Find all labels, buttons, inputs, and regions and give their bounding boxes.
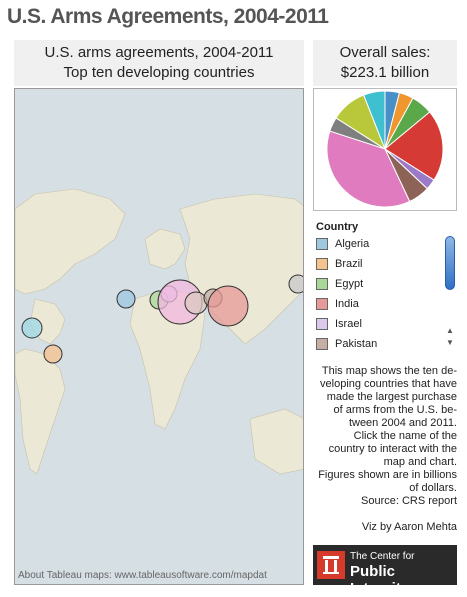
- legend-swatch: [316, 318, 328, 330]
- description-text: This map shows the ten de-veloping count…: [313, 365, 457, 508]
- legend-item-algeria[interactable]: Algeria: [316, 234, 460, 254]
- viz-credit: Viz by Aaron Mehta: [361, 521, 457, 533]
- description-line: veloping countries that have: [320, 378, 457, 390]
- description-line: of arms from the U.S. be-: [333, 404, 457, 416]
- sales-total: $223.1 billion: [340, 64, 430, 81]
- legend-label: Pakistan: [335, 338, 378, 350]
- description-line: of dollars.: [409, 482, 457, 494]
- sales-panel-title: Overall sales:: [339, 44, 431, 61]
- description-line: Click the name of the: [353, 430, 457, 442]
- bubble-taiwan[interactable]: [288, 274, 304, 294]
- bubble-iraq[interactable]: [184, 291, 208, 315]
- bubble-venezuela[interactable]: [21, 317, 43, 339]
- description-line: This map shows the ten de-: [321, 365, 457, 377]
- pie-slice-9[interactable]: [362, 90, 386, 150]
- legend-label: Brazil: [335, 258, 363, 270]
- logo-line2: Public Integrity: [350, 563, 410, 597]
- map-panel-title: U.S. arms agreements, 2004-2011: [44, 44, 274, 61]
- description-line: Source: CRS report: [361, 495, 457, 507]
- legend-scrollbar[interactable]: ▲ ▼: [444, 234, 457, 352]
- description-line: map and chart.: [383, 456, 457, 468]
- world-map[interactable]: About Tableau maps: www.tableausoftware.…: [14, 88, 304, 585]
- legend-label: Egypt: [335, 278, 364, 290]
- map-canvas[interactable]: [15, 89, 304, 585]
- description-line: country to interact with the: [328, 443, 457, 455]
- scroll-down-icon[interactable]: ▼: [446, 338, 454, 347]
- legend-swatch: [316, 298, 328, 310]
- logo-line1: The Center for: [350, 551, 415, 562]
- legend-label: Israel: [335, 318, 362, 330]
- legend-item-israel[interactable]: Israel: [316, 314, 460, 334]
- legend-swatch: [316, 278, 328, 290]
- cpi-logo-mark-icon: [323, 556, 339, 574]
- bubble-algeria[interactable]: [116, 289, 136, 309]
- pie-slice-6[interactable]: [326, 130, 411, 208]
- legend-item-pakistan[interactable]: Pakistan: [316, 334, 460, 352]
- map-credit[interactable]: About Tableau maps: www.tableausoftware.…: [18, 570, 267, 581]
- scroll-up-icon[interactable]: ▲: [446, 326, 454, 335]
- description-line: tween 2004 and 2011.: [348, 417, 457, 429]
- cpi-logo-icon: [317, 551, 345, 579]
- legend-item-egypt[interactable]: Egypt: [316, 274, 460, 294]
- country-legend[interactable]: Algeria Brazil Egypt India Israel Pakistan: [316, 234, 460, 352]
- pie-slice-3[interactable]: [384, 111, 444, 181]
- cpi-logo[interactable]: The Center for Public Integrity: [313, 545, 457, 597]
- description-line: Figures shown are in billions: [318, 469, 457, 481]
- legend-item-brazil[interactable]: Brazil: [316, 254, 460, 274]
- country-bubbles: [21, 274, 304, 364]
- pie-chart[interactable]: [313, 88, 457, 211]
- legend-label: Algeria: [335, 238, 370, 250]
- dashboard-title: U.S. Arms Agreements, 2004-2011: [7, 5, 329, 28]
- legend-item-india[interactable]: India: [316, 294, 460, 314]
- legend-swatch: [316, 338, 328, 350]
- bubble-india[interactable]: [207, 285, 249, 327]
- map-panel-subtitle: Top ten developing countries: [63, 64, 255, 81]
- legend-label: India: [335, 298, 359, 310]
- pie-chart-canvas[interactable]: [314, 89, 456, 210]
- legend-title: Country: [316, 221, 359, 233]
- description-line: made the largest purchase: [326, 391, 457, 403]
- land-masses: [15, 188, 303, 475]
- legend-swatch: [316, 238, 328, 250]
- sales-panel-header: Overall sales: $223.1 billion: [313, 40, 457, 86]
- map-panel-header: U.S. arms agreements, 2004-2011 Top ten …: [14, 40, 304, 86]
- bubble-brazil[interactable]: [43, 344, 63, 364]
- legend-swatch: [316, 258, 328, 270]
- scrollbar-thumb[interactable]: [445, 236, 455, 290]
